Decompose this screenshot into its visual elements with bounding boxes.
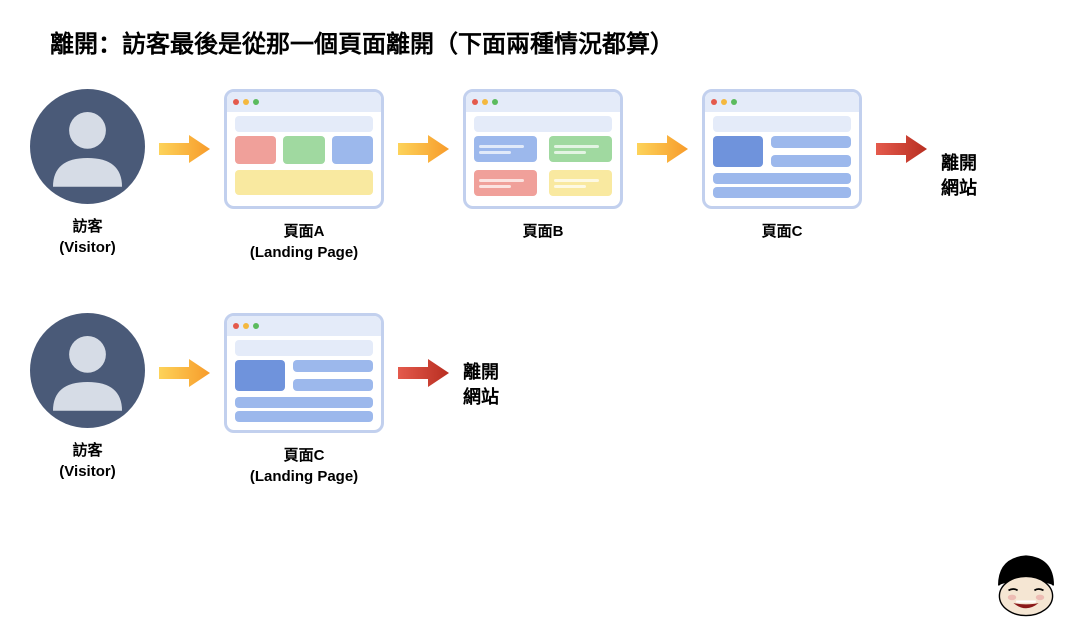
page-b-label: 頁面B xyxy=(523,221,564,242)
browser-window-icon xyxy=(702,89,862,209)
person-icon xyxy=(30,313,145,428)
visitor-label: 訪客 (Visitor) xyxy=(59,440,115,482)
visitor-node-1: 訪客 (Visitor) xyxy=(30,89,145,258)
arrow-orange-icon xyxy=(396,89,451,209)
visitor-label: 訪客 (Visitor) xyxy=(59,216,115,258)
page-c-node: 頁面C xyxy=(702,89,862,242)
arrow-orange-icon xyxy=(157,89,212,209)
browser-window-icon xyxy=(463,89,623,209)
browser-window-icon xyxy=(224,89,384,209)
person-icon xyxy=(30,89,145,204)
mascot-icon xyxy=(991,547,1061,617)
visitor-avatar-icon xyxy=(30,89,145,204)
page-a-node: 頁面A (Landing Page) xyxy=(224,89,384,263)
page-c-label-2: 頁面C (Landing Page) xyxy=(250,445,358,487)
arrow-orange-icon xyxy=(157,313,212,433)
arrow-red-icon xyxy=(396,313,451,433)
browser-window-icon xyxy=(224,313,384,433)
arrow-orange-icon xyxy=(635,89,690,209)
page-b-node: 頁面B xyxy=(463,89,623,242)
page-c-node-2: 頁面C (Landing Page) xyxy=(224,313,384,487)
flow-row-1: 訪客 (Visitor) 頁面A (Landing Page) 頁面B xyxy=(30,89,1051,263)
arrow-red-icon xyxy=(874,89,929,209)
visitor-avatar-icon xyxy=(30,313,145,428)
exit-label-2: 離開網站 xyxy=(463,360,499,410)
visitor-node-2: 訪客 (Visitor) xyxy=(30,313,145,482)
exit-label: 離開網站 xyxy=(941,151,977,201)
diagram-title: 離開：訪客最後是從那一個頁面離開（下面兩種情況都算） xyxy=(50,24,1051,59)
page-c-label: 頁面C xyxy=(762,221,803,242)
page-a-label: 頁面A (Landing Page) xyxy=(250,221,358,263)
flow-row-2: 訪客 (Visitor) 頁面C (Landing Page) 離開網站 xyxy=(30,313,1051,487)
